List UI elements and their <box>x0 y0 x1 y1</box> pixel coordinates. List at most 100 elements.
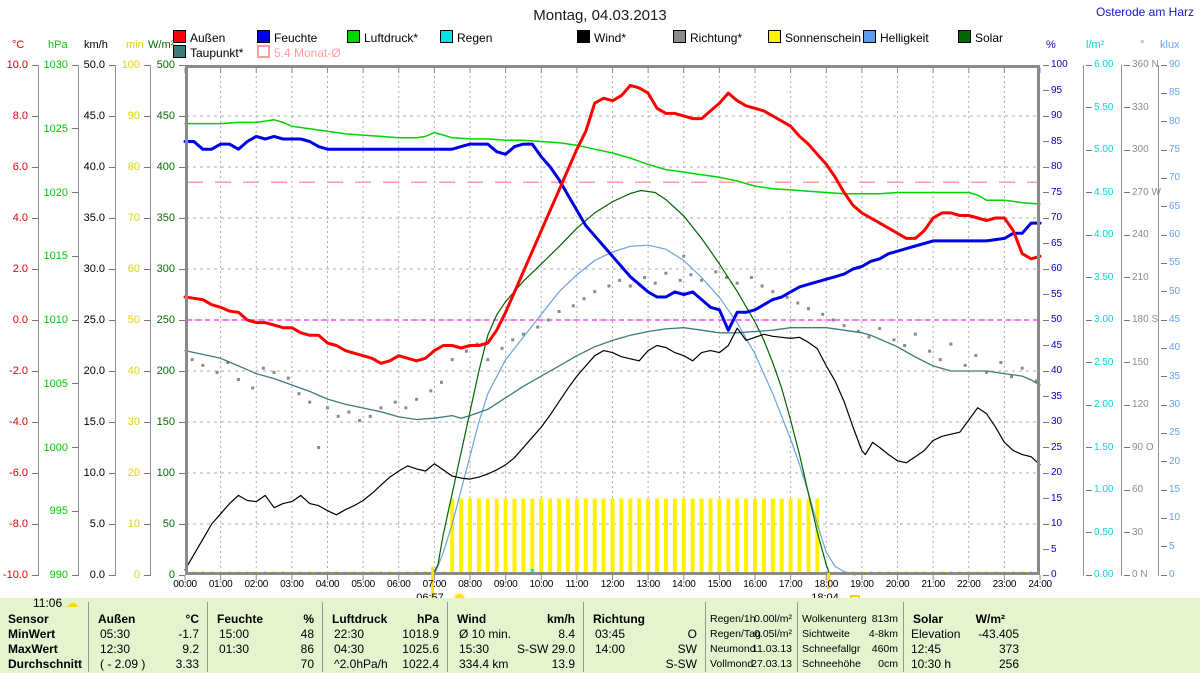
legend-item: Luftdruck* <box>347 30 418 45</box>
axis-tick-label: 400 <box>156 161 175 173</box>
table-cell: -1.7 <box>178 627 199 641</box>
legend-swatch-icon <box>257 30 270 43</box>
table-separator <box>207 602 208 672</box>
axis-tick-label: 25 <box>1051 441 1063 453</box>
axis-tick-label: 0 <box>133 569 140 581</box>
axis-tick <box>109 319 115 321</box>
axis-tick <box>32 421 38 423</box>
axis-tick-label: 450 <box>156 110 175 122</box>
table-cell: 3.33 <box>175 657 199 671</box>
summary-table: 11:06 ☁ Sensor MinWert MaxWert Durchschnitt A… <box>0 596 1200 673</box>
table-cell: 0cm <box>878 658 898 670</box>
axis-tick <box>1161 376 1167 378</box>
axis-tick-label: 45.0 <box>83 110 105 122</box>
series-feuchte <box>183 134 1042 332</box>
table-cell: 1018.9 <box>402 627 439 641</box>
axis-tick-label: 60 <box>1051 263 1063 274</box>
axis-tick <box>1086 192 1092 193</box>
axis-tick <box>72 64 78 66</box>
table-cell: 10:30 h <box>911 657 952 671</box>
axis-line <box>150 65 151 576</box>
table-cell: Solar <box>913 612 944 626</box>
table-cell: 15:00 <box>219 627 250 641</box>
axis-tick-label: 300 <box>156 263 175 275</box>
axis-tick <box>72 447 78 448</box>
legend-item: Wind* <box>577 30 627 45</box>
x-axis-label: 21:00 <box>921 579 945 590</box>
axis-tick <box>1161 262 1167 264</box>
x-axis-label: 17:00 <box>778 579 803 590</box>
axis-tick-label: 240 <box>1132 229 1149 240</box>
axis-tick-label: 70 <box>1051 212 1063 223</box>
axis-tick <box>1124 149 1130 151</box>
axis-tick <box>1161 319 1167 321</box>
series-wind <box>184 327 1041 571</box>
axis-unit-label: km/h <box>84 39 108 51</box>
axis-unit-label: W/m² <box>148 39 175 51</box>
axis-tick <box>1086 574 1092 576</box>
axis-tick <box>72 574 78 576</box>
table-cell: % <box>303 612 314 626</box>
axis-tick-label: 5 <box>1051 543 1057 555</box>
table-cell: MaxWert <box>8 642 58 656</box>
axis-tick <box>72 319 78 321</box>
x-axis-label: 08:00 <box>458 579 482 590</box>
axis-tick <box>144 217 150 219</box>
table-cell: 13.9 <box>551 657 575 671</box>
legend-item: 5.4 Monat-Ø <box>257 45 341 60</box>
series-solar <box>432 189 831 576</box>
axis-tick-label: 30 <box>1132 526 1144 538</box>
axis-tick <box>109 574 115 576</box>
axis-tick <box>1161 149 1167 151</box>
series-luftdruck <box>184 119 1041 205</box>
gridlines <box>186 66 1039 574</box>
table-cell: SW <box>677 642 697 656</box>
table-separator <box>447 602 448 672</box>
table-cell: 12:30 <box>100 642 131 656</box>
axis-tick-label: 40 <box>1169 342 1181 354</box>
axis-tick <box>1124 277 1130 278</box>
axis-tick-label: 995 <box>49 505 68 518</box>
axis-tick <box>144 472 150 474</box>
x-axis-label: 05:00 <box>351 579 375 590</box>
legend-label: Wind* <box>594 31 627 45</box>
axis-tick-label: 2.0 <box>12 263 28 275</box>
axis-tick-label: 30 <box>1051 416 1063 427</box>
axis-tick-label: 3.50 <box>1094 271 1114 283</box>
legend-label: Helligkeit <box>880 31 929 45</box>
sunshine-bars <box>192 498 1033 574</box>
x-axis-label: 11:00 <box>565 579 589 590</box>
legend-label: Sonnenschein <box>785 31 862 45</box>
axis-unit-label: hPa <box>48 39 68 51</box>
table-cell: Sensor <box>8 612 49 626</box>
axis-tick <box>1124 234 1130 236</box>
axis-line <box>1083 65 1084 576</box>
table-cell: 05:30 <box>100 627 131 641</box>
axis-tick <box>1124 319 1130 321</box>
axis-tick-label: 55 <box>1169 257 1181 269</box>
table-cell: Schneehöhe <box>802 658 861 670</box>
axis-tick <box>144 370 150 372</box>
axis-tick <box>144 319 150 321</box>
axis-tick <box>179 421 185 423</box>
legend-swatch-icon <box>173 30 186 43</box>
axis-tick-label: 4.00 <box>1094 229 1114 240</box>
axis-tick <box>32 166 38 168</box>
axis-tick-label: 6.0 <box>12 161 28 173</box>
axis-tick <box>109 370 115 372</box>
axis-tick <box>1086 234 1092 236</box>
table-cell: Richtung <box>593 612 645 626</box>
table-cell: hPa <box>416 612 439 626</box>
axis-tick-label: 0.50 <box>1094 526 1114 538</box>
table-separator <box>583 602 584 672</box>
axis-tick <box>1086 404 1092 406</box>
axis-tick <box>1086 489 1092 491</box>
table-cell: Ø 10 min. <box>459 627 512 641</box>
axis-tick <box>1043 294 1049 295</box>
legend-swatch-icon <box>863 30 876 43</box>
axis-tick-label: 120 <box>1132 399 1149 410</box>
table-cell: °C <box>185 612 199 626</box>
legend-item: Außen <box>173 30 225 45</box>
axis-tick-label: 35.0 <box>83 212 105 224</box>
x-axis-label: 07:00 <box>422 579 447 590</box>
